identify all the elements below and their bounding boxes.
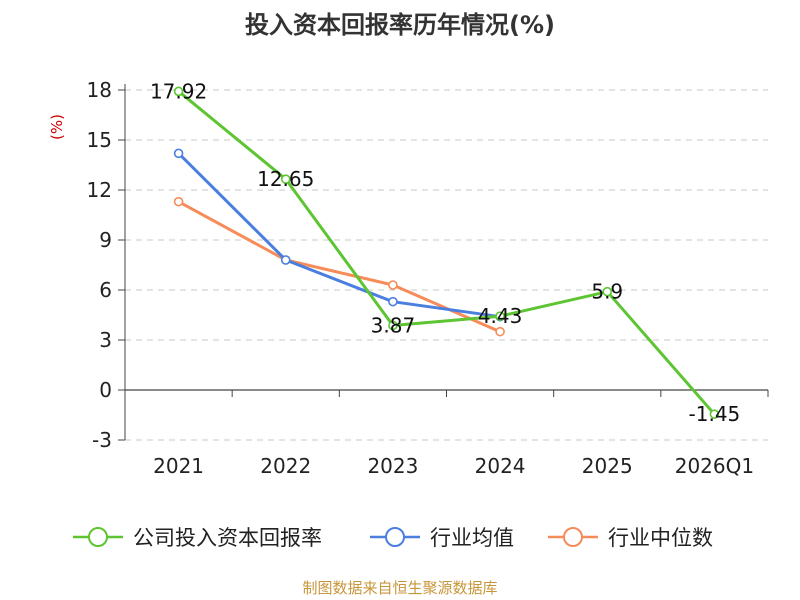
data-point: [280, 174, 291, 184]
data-label: 3.87: [371, 314, 416, 338]
x-tick-label: 2022: [260, 454, 311, 478]
data-point: [173, 148, 184, 159]
legend-label: 行业均值: [430, 526, 514, 550]
legend-marker: [385, 527, 405, 547]
y-tick-label: 0: [99, 378, 112, 402]
y-axis-label: (%): [48, 114, 66, 140]
legend-marker: [88, 527, 108, 547]
legend-label: 公司投入资本回报率: [133, 526, 322, 550]
data-label: 5.9: [591, 280, 623, 304]
axes: [124, 84, 769, 440]
y-tick-label: 12: [87, 178, 112, 202]
series-line-2: [177, 200, 501, 334]
data-point: [280, 255, 291, 265]
chart-title: 投入资本回报率历年情况(%): [245, 11, 555, 39]
x-tick-label: 2024: [475, 454, 526, 478]
y-tick-label: 6: [99, 278, 112, 302]
data-point: [602, 286, 613, 297]
data-point: [173, 86, 184, 97]
data-point: [388, 320, 398, 331]
source-note: 制图数据来自恒生聚源数据库: [302, 579, 497, 597]
y-tick-label: 3: [99, 328, 112, 352]
x-tick-label: 2026Q1: [675, 454, 754, 478]
legend-label: 行业中位数: [608, 526, 713, 550]
data-label: 12.65: [257, 167, 314, 191]
data-label: -1.45: [689, 402, 741, 426]
data-label: 4.43: [478, 304, 523, 328]
data-point: [709, 409, 720, 419]
x-tick-label: 2023: [367, 454, 418, 478]
data-labels: 17.92 12.65 3.87 4.43 5.9 -1.45: [150, 79, 740, 426]
data-point: [388, 280, 398, 290]
x-tick-labels: 2021 2022 2023 2024 2025 2026Q1: [153, 454, 754, 478]
data-point: [388, 296, 398, 307]
series-line-1: [177, 152, 501, 319]
legend: 公司投入资本回报率 行业均值 行业中位数: [73, 526, 713, 550]
y-tick-labels: 18 15 12 9 6 3 0 -3: [87, 78, 112, 452]
y-tick-label: 9: [99, 228, 112, 252]
x-tick-label: 2021: [153, 454, 204, 478]
data-label: 17.92: [150, 79, 207, 103]
series-line-0: [177, 90, 716, 416]
data-point: [173, 196, 184, 207]
grid-lines: [118, 89, 768, 441]
y-tick-label: 15: [87, 128, 112, 152]
y-tick-label: 18: [87, 78, 112, 102]
series-group: [173, 86, 720, 419]
legend-marker: [563, 527, 583, 547]
y-tick-label: -3: [92, 428, 112, 452]
x-tick-label: 2025: [582, 454, 633, 478]
data-point: [495, 311, 505, 321]
data-point: [495, 326, 505, 337]
